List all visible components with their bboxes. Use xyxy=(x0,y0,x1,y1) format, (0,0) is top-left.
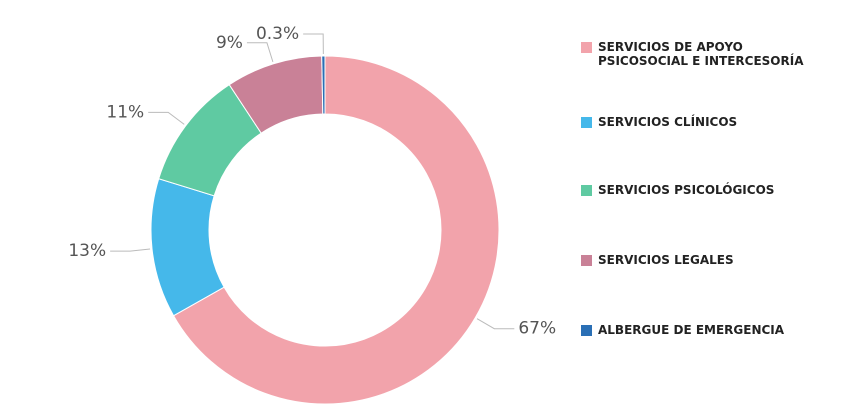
legend-swatch xyxy=(580,41,593,54)
data-label: 0.3% xyxy=(256,24,299,44)
leader-line xyxy=(110,248,151,252)
data-label: 67% xyxy=(518,319,556,339)
legend-item: SERVICIOS CLÍNICOS xyxy=(580,115,815,129)
legend-label: SERVICIOS LEGALES xyxy=(598,253,734,267)
legend-swatch xyxy=(580,116,593,129)
legend-label: ALBERGUE DE EMERGENCIA xyxy=(598,323,785,337)
slice xyxy=(172,55,500,404)
legend-item: ALBERGUE DE EMERGENCIA xyxy=(580,323,815,337)
data-label: 11% xyxy=(106,102,144,122)
data-label: 9% xyxy=(216,33,243,53)
legend-item: SERVICIOS LEGALES xyxy=(580,253,815,267)
legend-swatch xyxy=(580,184,593,197)
legend-label: SERVICIOS DE APOYO PSICOSOCIAL E INTERCE… xyxy=(598,40,804,68)
slice xyxy=(321,55,326,115)
leader-line xyxy=(246,42,274,63)
legend-label: SERVICIOS CLÍNICOS xyxy=(598,115,738,129)
data-label: 13% xyxy=(68,241,106,261)
legend-swatch xyxy=(580,254,593,267)
legend-swatch xyxy=(580,324,593,337)
legend-item: SERVICIOS DE APOYO PSICOSOCIAL E INTERCE… xyxy=(580,40,815,68)
legend-item: SERVICIOS PSICOLÓGICOS xyxy=(580,183,815,197)
leader-line xyxy=(148,111,185,125)
leader-line xyxy=(303,33,324,55)
leader-line xyxy=(476,318,515,330)
legend-label: SERVICIOS PSICOLÓGICOS xyxy=(598,183,775,197)
